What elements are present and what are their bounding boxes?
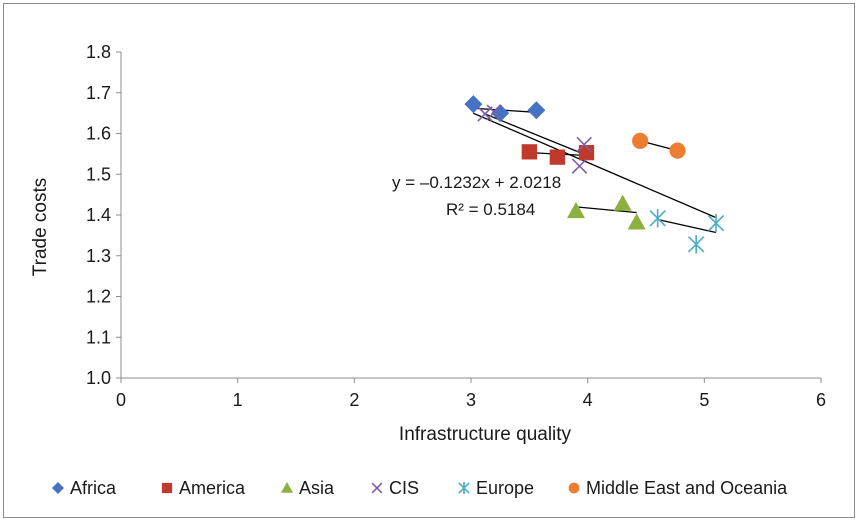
legend-marker-middle-east-and-oceania — [568, 482, 580, 494]
y-tick-label: 1.7 — [86, 83, 111, 103]
x-tick-label: 1 — [233, 390, 243, 410]
y-tick-label: 1.5 — [86, 164, 111, 184]
point-america — [578, 145, 595, 161]
point-cis — [576, 136, 592, 153]
point-cis-stroke — [477, 106, 493, 122]
x-tick-label: 4 — [583, 390, 593, 410]
point-cis-stroke — [571, 158, 588, 174]
y-tick-label: 1.2 — [86, 287, 111, 307]
legend-label-middle-east-and-oceania: Middle East and Oceania — [586, 478, 788, 498]
legend-item-cis: CIS — [371, 478, 419, 498]
y-axis-label: Trade costs — [30, 178, 51, 277]
y-axis-ticks: 1.0 1.1 1.2 1.3 1.4 1.5 1.6 1.7 1.8 — [86, 42, 121, 388]
legend-marker-america — [161, 482, 173, 494]
x-tick-label: 0 — [116, 390, 126, 410]
x-axis-label: Infrastructure quality — [399, 424, 572, 445]
y-tick-label: 1.1 — [86, 327, 111, 347]
legend-label-cis: CIS — [389, 478, 419, 498]
point-cis — [486, 104, 503, 121]
legend: Africa America Asia CIS Europe Middle East an… — [52, 478, 788, 498]
point-cis — [571, 158, 588, 174]
y-tick-label: 1.3 — [86, 246, 111, 266]
legend-marker-africa — [52, 482, 64, 494]
x-axis-ticks: 0 1 2 3 4 5 6 — [116, 378, 826, 410]
trendline-asia — [575, 206, 637, 214]
point-africa — [464, 95, 483, 114]
point-cis — [477, 106, 493, 122]
legend-marker-cis-stroke — [371, 482, 383, 494]
point-cis-stroke — [576, 136, 592, 153]
y-tick-label: 1.6 — [86, 124, 111, 144]
point-asia — [627, 213, 646, 230]
trend-equation: y = –0.1232x + 2.0218 — [392, 173, 561, 192]
x-tick-label: 3 — [466, 390, 476, 410]
trend-r-squared: R² = 0.5184 — [446, 200, 535, 219]
legend-item-europe: Europe — [458, 478, 534, 498]
legend-item-asia: Asia — [281, 478, 335, 498]
data-points — [464, 95, 725, 254]
y-tick-label: 1.4 — [86, 205, 111, 225]
point-europe — [649, 209, 666, 228]
trendline-europe — [657, 218, 717, 234]
legend-item-africa: Africa — [52, 478, 117, 498]
y-tick-label: 1.0 — [86, 368, 111, 388]
point-africa — [527, 101, 546, 120]
x-tick-label: 5 — [699, 390, 709, 410]
point-asia — [567, 201, 585, 219]
x-tick-label: 6 — [816, 390, 826, 410]
point-middle-east-and-oceania — [669, 142, 686, 159]
legend-marker-europe — [458, 481, 470, 495]
legend-item-america: America — [161, 478, 246, 498]
y-tick-label: 1.8 — [86, 42, 111, 62]
legend-label-africa: Africa — [70, 478, 117, 498]
point-europe — [687, 235, 705, 254]
point-europe — [707, 213, 725, 233]
scatter-chart: 0 1 2 3 4 5 6 1.0 1.1 1.2 1.3 1.4 1.5 1.6 1.7 1.8 y = … — [30, 42, 826, 498]
trendline-overall — [473, 112, 717, 219]
legend-marker-asia — [281, 482, 293, 493]
chart-frame: 0 1 2 3 4 5 6 1.0 1.1 1.2 1.3 1.4 1.5 1.6 1.7 1.8 y = … — [3, 3, 855, 518]
x-tick-label: 2 — [349, 390, 359, 410]
point-asia — [613, 194, 632, 211]
point-africa — [491, 104, 510, 123]
point-middle-east-and-oceania — [632, 132, 649, 149]
legend-label-europe: Europe — [476, 478, 534, 498]
point-america — [521, 144, 537, 160]
legend-marker-cis — [371, 482, 383, 494]
point-america — [549, 149, 565, 165]
point-cis-stroke — [486, 104, 503, 121]
legend-label-america: America — [179, 478, 246, 498]
legend-label-asia: Asia — [299, 478, 335, 498]
legend-item-middle-east-and-oceania: Middle East and Oceania — [568, 478, 788, 498]
